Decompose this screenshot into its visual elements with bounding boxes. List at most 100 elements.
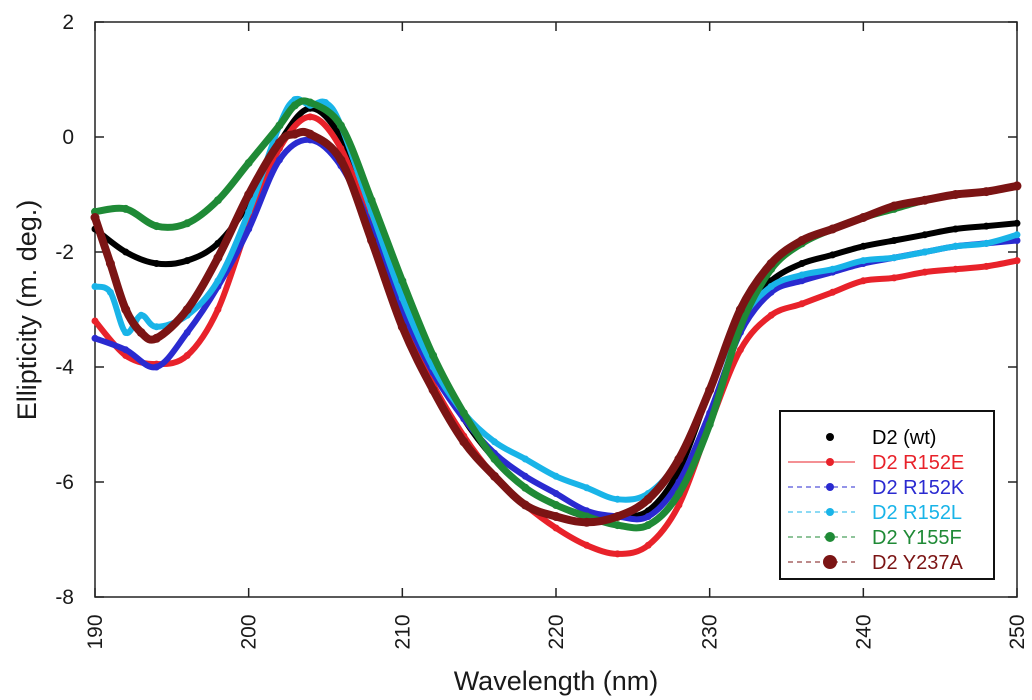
data-point — [153, 260, 160, 267]
data-point — [552, 501, 560, 509]
data-point — [890, 237, 898, 244]
data-point — [952, 225, 959, 233]
legend-label: D2 R152K — [872, 477, 965, 499]
data-point — [859, 242, 867, 250]
y-tick-label: -4 — [55, 356, 74, 379]
x-tick-label: 190 — [84, 614, 107, 649]
data-point — [735, 305, 745, 314]
data-point — [153, 363, 160, 371]
data-point — [1013, 219, 1021, 227]
data-point — [306, 98, 315, 107]
axis-tick-labels: 190 200 210 220 230 240 250 -8 -6 -4 -2 0 2 — [55, 11, 1029, 650]
data-point — [1012, 181, 1022, 191]
data-point — [152, 222, 161, 231]
legend: D2 (wt) D2 R152E D2 R152K D2 R152L D2 Y155F D… — [779, 410, 995, 580]
data-point — [643, 494, 653, 504]
data-point — [982, 239, 990, 247]
data-point — [521, 483, 530, 492]
data-point — [245, 225, 253, 233]
data-point — [429, 351, 438, 360]
axis-ticks — [94, 21, 1018, 598]
data-point — [552, 472, 560, 480]
data-point — [675, 501, 683, 509]
data-point — [214, 306, 222, 313]
data-point — [520, 500, 530, 510]
data-point — [952, 242, 959, 250]
y-tick-label: -6 — [55, 471, 74, 494]
x-tick-label: 250 — [1006, 614, 1029, 649]
data-point — [122, 346, 130, 354]
data-point — [921, 231, 929, 239]
data-point — [614, 550, 621, 558]
data-point — [921, 248, 929, 256]
data-point — [428, 385, 438, 395]
data-point — [244, 190, 254, 199]
data-point — [106, 288, 114, 296]
data-point — [459, 437, 469, 447]
legend-label: D2 R152E — [872, 452, 964, 474]
data-point — [337, 145, 345, 152]
data-point — [367, 196, 376, 205]
data-point — [829, 288, 837, 296]
data-point — [153, 323, 160, 331]
data-point — [890, 254, 898, 262]
data-point — [398, 276, 407, 285]
data-point — [798, 277, 806, 285]
data-point — [152, 333, 161, 343]
data-point — [767, 311, 775, 319]
legend-label: D2 Y237A — [872, 552, 963, 574]
data-point — [552, 524, 560, 532]
data-point — [613, 512, 622, 521]
series-line-5 — [91, 127, 1021, 527]
data-point — [766, 259, 776, 268]
data-point — [644, 521, 653, 530]
legend-box — [779, 410, 995, 580]
data-point — [1013, 231, 1021, 239]
data-point — [674, 489, 683, 498]
data-point — [1013, 237, 1021, 244]
data-point — [583, 541, 591, 549]
data-point — [583, 484, 591, 492]
data-point — [182, 305, 192, 314]
data-point — [290, 101, 299, 110]
data-point — [137, 311, 145, 319]
data-point — [183, 352, 191, 359]
data-point — [136, 328, 146, 337]
y-tick-label: -8 — [55, 586, 74, 609]
data-point — [920, 195, 930, 205]
series-layer — [90, 95, 1022, 558]
legend-label: D2 R152L — [872, 502, 962, 524]
data-point — [981, 187, 991, 197]
data-point — [214, 239, 222, 247]
data-point — [121, 204, 130, 213]
data-point — [245, 208, 253, 216]
data-point — [889, 201, 899, 211]
data-point — [582, 517, 592, 527]
data-point — [951, 190, 960, 199]
data-point — [798, 271, 806, 279]
data-point — [674, 454, 684, 464]
data-point — [290, 129, 300, 139]
data-point — [644, 541, 652, 549]
data-point — [397, 322, 407, 332]
data-point — [275, 156, 283, 164]
data-point — [736, 346, 744, 354]
data-point — [213, 253, 223, 263]
data-point — [859, 257, 867, 265]
legend-marker — [826, 458, 834, 466]
legend-marker — [826, 483, 834, 491]
data-point — [921, 268, 929, 276]
data-point — [858, 213, 868, 222]
data-point — [122, 248, 130, 256]
data-point — [521, 472, 529, 480]
y-tick-label: -2 — [55, 241, 74, 264]
data-point — [183, 257, 191, 265]
data-point — [829, 251, 837, 259]
data-point — [91, 334, 99, 342]
data-point — [90, 213, 100, 222]
data-point — [213, 196, 222, 205]
data-point — [183, 219, 192, 228]
data-point — [122, 329, 130, 336]
data-point — [490, 471, 499, 481]
